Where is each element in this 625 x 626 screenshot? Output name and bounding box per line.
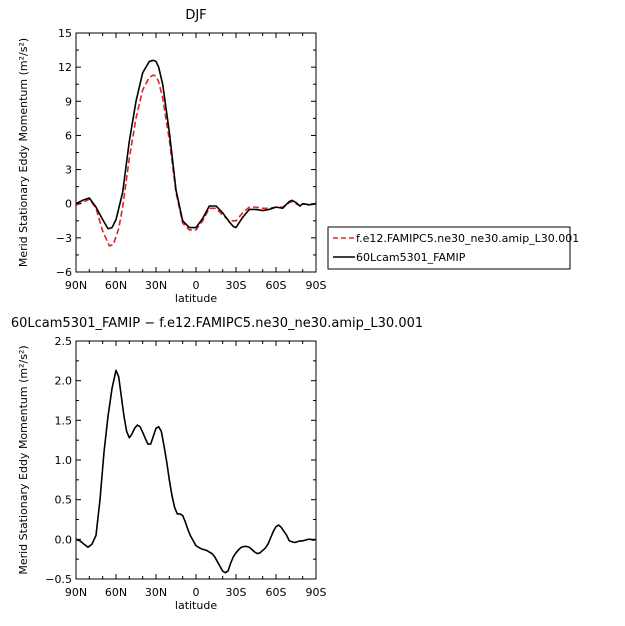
legend-label-2: 60Lcam5301_FAMIP xyxy=(356,251,466,264)
x-tick-label: 60S xyxy=(266,586,287,599)
x-axis-label: latitude xyxy=(175,292,217,305)
y-tick-label: −3 xyxy=(56,232,72,245)
x-tick-label: 60S xyxy=(266,279,287,292)
y-tick-label: 0.0 xyxy=(55,533,73,546)
chart-title: 60Lcam5301_FAMIP − f.e12.FAMIPC5.ne30_ne… xyxy=(11,316,423,331)
x-tick-label: 90N xyxy=(65,279,87,292)
y-tick-label: −6 xyxy=(56,266,72,279)
x-tick-label: 60N xyxy=(105,279,127,292)
legend-label-1: f.e12.FAMIPC5.ne30_ne30.amip_L30.001 xyxy=(356,232,579,245)
legend-box xyxy=(327,226,571,270)
x-tick-label: 0 xyxy=(193,586,200,599)
x-tick-label: 90S xyxy=(306,586,327,599)
y-tick-label: 6 xyxy=(65,129,72,142)
y-tick-label: 15 xyxy=(58,27,72,40)
y-axis-label: Merid Stationary Eddy Momentum (m²/s²) xyxy=(17,38,30,267)
x-tick-label: 90S xyxy=(306,279,327,292)
x-tick-label: 30N xyxy=(145,586,167,599)
chart-title: DJF xyxy=(185,8,206,23)
plot-frame xyxy=(75,32,317,273)
y-tick-label: 2.5 xyxy=(55,335,73,348)
chart-panel-2: 90N 60N 30N 0 30S 60S 90S −0.5 0.0 0.5 1.0 1.5 2.0 2.… xyxy=(11,316,423,612)
x-tick-label: 90N xyxy=(65,586,87,599)
x-tick-label: 60N xyxy=(105,586,127,599)
plot-frame xyxy=(75,340,317,580)
x-tick-label: 30N xyxy=(145,279,167,292)
y-tick-label: 2.0 xyxy=(55,375,73,388)
series-line-1 xyxy=(76,74,316,247)
y-tick-label: 1.5 xyxy=(55,414,73,427)
y-tick-label: 9 xyxy=(65,95,72,108)
x-axis-label: latitude xyxy=(175,599,217,612)
y-tick-label: 0.5 xyxy=(55,494,73,507)
x-tick-label: 0 xyxy=(193,279,200,292)
y-tick-label: 3 xyxy=(65,164,72,177)
series-line-2 xyxy=(76,59,316,230)
y-tick-label: −0.5 xyxy=(45,573,72,586)
y-tick-label: 12 xyxy=(58,61,72,74)
y-tick-label: 1.0 xyxy=(55,454,73,467)
x-tick-label: 30S xyxy=(226,586,247,599)
chart-panel-1: 90N 60N 30N 0 30S 60S 90S −6 −3 0 3 6 9 12 15 DJF latitu… xyxy=(17,8,579,305)
series-line-1 xyxy=(76,369,316,574)
y-axis-label: Merid Stationary Eddy Momentum (m²/s²) xyxy=(17,345,30,574)
x-tick-label: 30S xyxy=(226,279,247,292)
y-tick-label: 0 xyxy=(65,198,72,211)
